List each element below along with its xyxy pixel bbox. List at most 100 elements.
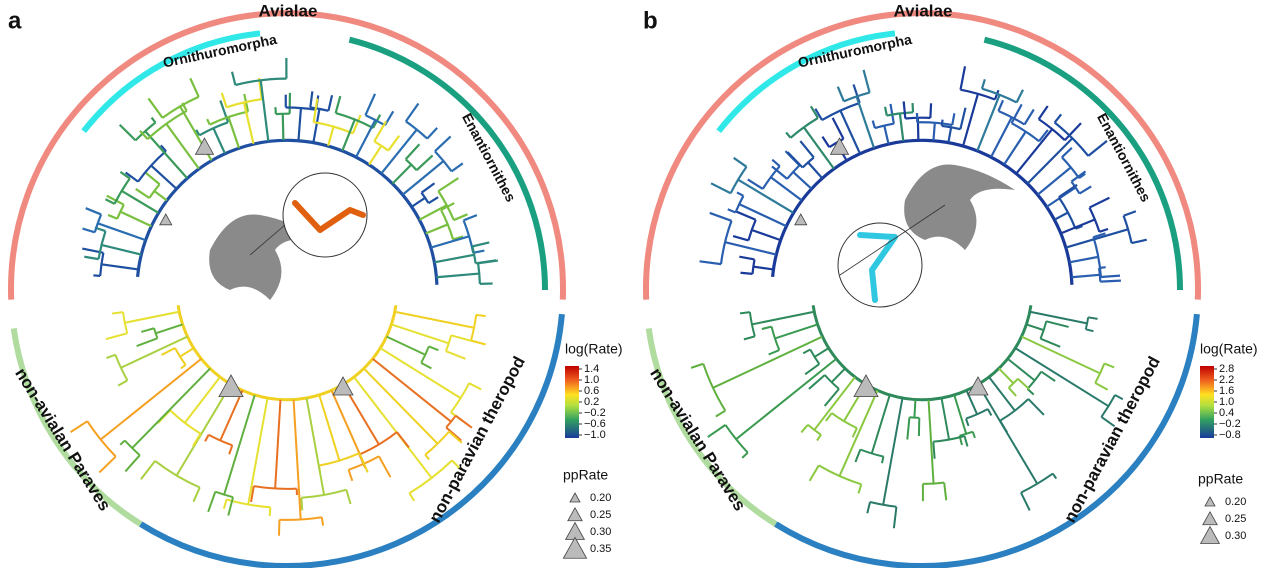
tree-tip xyxy=(468,382,482,391)
size-triangle xyxy=(1202,510,1218,526)
tree-branch xyxy=(962,93,979,147)
tree-tip xyxy=(1078,185,1092,195)
legend-tick-label: 1.6 xyxy=(1219,385,1234,397)
tree-tip xyxy=(1058,183,1078,199)
tree-tip xyxy=(434,135,452,152)
clade-arc xyxy=(8,10,566,300)
tree-tip xyxy=(1051,473,1058,480)
tree-tip xyxy=(136,337,158,348)
tree-tip xyxy=(733,156,748,168)
pp-marker xyxy=(829,137,850,155)
tree-backbone xyxy=(811,305,1033,402)
tree-branch xyxy=(976,94,1001,152)
tree-branch xyxy=(247,398,269,505)
tree-branch xyxy=(1094,363,1106,384)
tree-branch xyxy=(373,140,389,152)
tree-branch xyxy=(789,117,819,139)
tree-tip xyxy=(445,426,463,442)
tree-tip xyxy=(771,165,788,180)
tree-tip xyxy=(453,213,468,222)
tree-branch xyxy=(198,121,229,137)
inset-pointer xyxy=(839,204,946,276)
size-triangle xyxy=(562,536,588,559)
tree-branch xyxy=(379,347,462,399)
tree-tip xyxy=(1104,362,1115,369)
tree-tip xyxy=(124,171,139,183)
tree-tip xyxy=(854,449,862,463)
tree-tip xyxy=(450,162,464,173)
tree-branch xyxy=(430,235,470,249)
tree-tip xyxy=(965,418,970,427)
size-triangle xyxy=(1204,496,1216,507)
tree-tip xyxy=(119,170,131,180)
tree-tip xyxy=(195,129,201,136)
tree-branch xyxy=(425,223,449,235)
tree-tip xyxy=(387,135,401,152)
tree-branch xyxy=(1037,166,1072,196)
tree-branch xyxy=(114,354,129,381)
tree-tip xyxy=(160,144,167,152)
tree-tip xyxy=(144,171,161,186)
tree-tip xyxy=(736,191,744,197)
tree-branch xyxy=(1088,207,1101,233)
tree-branch xyxy=(212,127,226,154)
tree-branch xyxy=(988,376,1016,412)
tree-branch xyxy=(802,126,835,170)
tree-tip xyxy=(831,117,845,140)
tree-tip xyxy=(404,102,420,122)
tree-branch xyxy=(1021,335,1101,375)
tree-tip xyxy=(450,334,472,342)
panel: b AvialaeOrnithuromorphaEnantiornithesnon… xyxy=(643,1,1258,568)
tree-tip xyxy=(1038,129,1049,142)
tree-branch xyxy=(729,166,748,194)
tree-tip xyxy=(771,158,781,168)
clade-label: non-paravian theropod xyxy=(1060,353,1164,525)
tree-branch xyxy=(175,384,232,477)
tree-tip xyxy=(902,101,907,119)
tree-tip xyxy=(192,487,201,503)
tree-tip xyxy=(204,434,210,442)
tree-tip xyxy=(1010,103,1023,124)
tree-branch xyxy=(418,204,448,221)
tree-tip xyxy=(268,507,272,517)
tree-branch xyxy=(753,265,774,271)
tree-branch xyxy=(353,376,433,479)
tree-tip xyxy=(420,361,432,370)
tree-tip xyxy=(1061,146,1073,159)
tree-tip xyxy=(135,187,150,199)
tree-tip xyxy=(1100,274,1121,279)
tree-tip xyxy=(1075,224,1083,230)
tree-branch xyxy=(1053,121,1090,157)
tree-tip xyxy=(334,95,342,114)
tree-tip xyxy=(180,364,187,370)
tree-branch xyxy=(1007,358,1036,382)
tree-tip xyxy=(997,99,1005,112)
tree-tip xyxy=(1020,492,1031,511)
tree-tip xyxy=(117,379,128,387)
tree-tip xyxy=(743,335,756,341)
tree-branch xyxy=(386,335,426,356)
tree-branch xyxy=(434,150,453,173)
clade-label: Avialae xyxy=(259,1,318,20)
tree-tip xyxy=(228,444,234,455)
bird-silhouette xyxy=(904,164,1015,250)
tree-branch xyxy=(402,160,445,196)
tree-tip xyxy=(118,123,137,142)
tree-tip xyxy=(426,127,438,140)
tree-tip xyxy=(206,118,211,126)
tree-branch xyxy=(960,88,996,101)
tree-branch xyxy=(183,376,221,424)
inset-pointer xyxy=(249,224,286,256)
tree-tip xyxy=(320,517,325,526)
tree-tip xyxy=(476,313,486,318)
tree-tip xyxy=(427,196,439,205)
tree-tip xyxy=(862,69,871,93)
size-label: 0.25 xyxy=(1225,513,1246,525)
tree-tip xyxy=(192,433,202,447)
tree-backbone xyxy=(771,138,1074,285)
tree-tip xyxy=(1017,377,1030,391)
tree-tip xyxy=(715,409,726,418)
tree-branch xyxy=(155,323,183,335)
pp-marker xyxy=(159,213,173,226)
tree-tip xyxy=(139,130,149,140)
